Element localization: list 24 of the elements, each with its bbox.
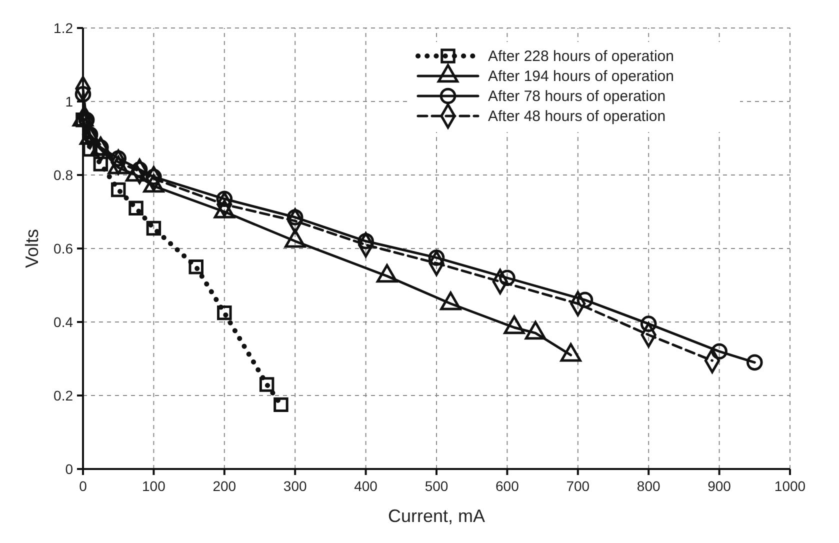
x-tick-label: 200 <box>212 478 236 494</box>
x-tick-label: 400 <box>354 478 378 494</box>
x-tick-label: 900 <box>708 478 732 494</box>
y-tick-label: 0.8 <box>54 167 74 183</box>
y-tick-label: 1.2 <box>54 20 74 36</box>
y-tick-label: 0.2 <box>54 388 74 404</box>
legend-label: After 228 hours of operation <box>488 48 674 65</box>
x-tick-label: 1000 <box>774 478 806 494</box>
x-tick-label: 300 <box>283 478 307 494</box>
x-tick-label: 500 <box>424 478 448 494</box>
legend-label: After 48 hours of operation <box>488 108 666 125</box>
x-tick-label: 800 <box>636 478 660 494</box>
y-tick-label: 0.6 <box>54 240 74 256</box>
x-tick-label: 100 <box>142 478 166 494</box>
y-tick-label: 0.4 <box>54 314 74 330</box>
y-tick-label: 0 <box>65 461 74 477</box>
y-tick-label: 1 <box>65 94 74 110</box>
x-tick-label: 700 <box>566 478 590 494</box>
x-axis-title: Current, mA <box>388 506 486 526</box>
legend-label: After 78 hours of operation <box>488 88 666 105</box>
x-tick-label: 600 <box>496 478 520 494</box>
y-axis-title: Volts <box>22 228 42 268</box>
legend-label: After 194 hours of operation <box>488 68 674 85</box>
x-tick-label: 0 <box>79 478 88 494</box>
